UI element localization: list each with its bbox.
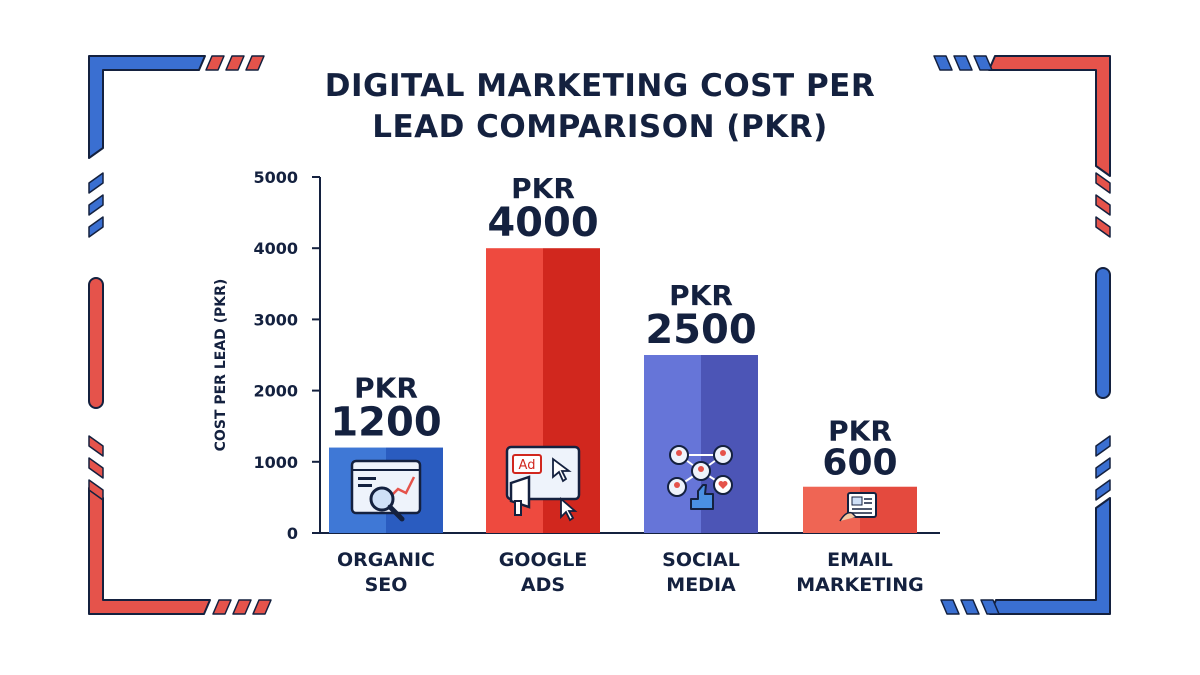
frame-side-stripe	[1095, 479, 1111, 501]
frame-corner-top-left	[88, 55, 206, 159]
chart-title-line-2: LEAD COMPARISON (PKR)	[372, 109, 828, 145]
category-label: SOCIAL	[662, 549, 740, 571]
category-label: ADS	[521, 574, 565, 596]
chart-title: DIGITAL MARKETING COST PER LEAD COMPARIS…	[0, 66, 1200, 148]
data-label-value: 2500	[645, 307, 756, 353]
y-axis-label: COST PER LEAD (PKR)	[213, 279, 229, 452]
data-label-prefix: PKR	[354, 372, 418, 405]
category-label: MARKETING	[796, 574, 923, 596]
category-label: MEDIA	[666, 574, 736, 596]
category-label: ORGANIC	[337, 549, 435, 571]
frame-side-stripe	[1095, 435, 1111, 457]
frame-side-stripe	[1095, 216, 1111, 238]
frame-stripe	[205, 55, 225, 71]
frame-stripe	[232, 599, 252, 615]
frame-side-stripe	[88, 479, 104, 501]
y-tick-label: 5000	[253, 168, 298, 187]
y-tick-label: 3000	[253, 310, 298, 329]
frame-stripe	[225, 55, 245, 71]
frame-stripe	[940, 599, 960, 615]
chart-title-line-1: DIGITAL MARKETING COST PER	[324, 68, 876, 104]
frame-stripe	[953, 55, 973, 71]
frame-side-stripe	[1095, 457, 1111, 479]
y-tick-label: 2000	[253, 382, 298, 401]
data-label-value: 1200	[330, 400, 441, 446]
frame-corner-bottom-right	[989, 497, 1111, 615]
frame-side-stripe	[88, 172, 104, 194]
frame-stripe	[980, 599, 1000, 615]
data-label-value: 4000	[487, 200, 598, 246]
frame-side-stripe	[88, 435, 104, 457]
frame-stripe	[933, 55, 953, 71]
frame-pill-left	[88, 277, 104, 409]
frame-pill-right	[1095, 267, 1111, 399]
frame-stripe	[212, 599, 232, 615]
svg-text:Ad: Ad	[519, 458, 536, 473]
frame-side-stripe	[1095, 172, 1111, 194]
category-label: EMAIL	[827, 549, 893, 571]
frame-side-stripe	[88, 194, 104, 216]
frame-side-stripe	[88, 216, 104, 238]
category-label: GOOGLE	[499, 549, 588, 571]
y-tick-label: 4000	[253, 239, 298, 258]
frame-stripe	[245, 55, 265, 71]
data-label-value: 600	[822, 443, 897, 484]
ads-megaphone-icon: Ad	[505, 445, 581, 522]
bar-group	[644, 355, 758, 533]
social-network-icon	[667, 445, 733, 510]
bar-group	[329, 447, 443, 533]
frame-side-stripe	[88, 457, 104, 479]
category-label: SEO	[365, 574, 408, 596]
data-label-prefix: PKR	[828, 415, 892, 448]
data-label-prefix: PKR	[669, 279, 733, 312]
newsletter-icon	[839, 492, 877, 522]
data-label-prefix: PKR	[511, 172, 575, 205]
y-tick-label: 0	[287, 524, 298, 543]
frame-stripe	[252, 599, 272, 615]
frame-stripe	[973, 55, 993, 71]
seo-analytics-icon	[350, 459, 422, 522]
y-tick-label: 1000	[253, 453, 298, 472]
frame-side-stripe	[1095, 194, 1111, 216]
bar-group	[803, 486, 917, 533]
bar-group: Ad	[486, 248, 600, 533]
frame-stripe	[960, 599, 980, 615]
